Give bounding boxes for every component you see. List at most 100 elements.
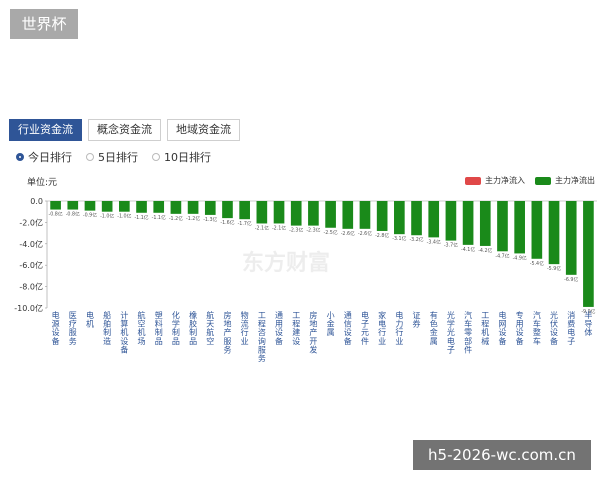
legend-outflow-swatch xyxy=(535,176,551,185)
x-tick-label: 有色金属 xyxy=(430,310,438,346)
legend-inflow-label: 主力净流入 xyxy=(485,176,525,185)
bar-value-label: -1.0亿 xyxy=(100,213,114,220)
x-tick-label: 橡胶制品 xyxy=(189,310,197,346)
bar xyxy=(290,201,302,226)
radio-5day-label: 5日排行 xyxy=(98,151,138,164)
tab-industry-flow[interactable]: 行业资金流 xyxy=(9,119,82,141)
bar-value-label: -5.4亿 xyxy=(530,260,544,267)
x-tick-label: 家电行业 xyxy=(378,310,386,346)
x-tick-label: 电力行业 xyxy=(395,310,403,346)
bar-value-label: -2.8亿 xyxy=(375,232,389,239)
chart-legend: 主力净流入 主力净流出 xyxy=(465,175,595,186)
app-title: 世界杯 xyxy=(10,9,78,39)
x-tick-label: 船舶制造 xyxy=(103,310,111,346)
x-tick-label: 房地产服务 xyxy=(223,310,231,354)
bar xyxy=(497,201,508,252)
bar xyxy=(273,201,285,224)
bar-value-label: -9.9亿 xyxy=(581,308,595,315)
x-tick-label: 电源设备 xyxy=(52,310,60,346)
bar-value-label: -1.2亿 xyxy=(186,215,200,222)
bar xyxy=(342,201,354,229)
bar xyxy=(583,201,594,307)
x-tick-label: 光学光电子 xyxy=(447,310,455,354)
bar xyxy=(136,201,147,213)
bar-value-label: -4.7亿 xyxy=(495,252,509,259)
radio-5day[interactable]: 5日排行 xyxy=(86,149,138,165)
bar xyxy=(187,201,199,214)
y-tick-label: -8.0亿 xyxy=(19,282,43,292)
bar xyxy=(445,201,457,241)
x-tick-label: 汽车零部件 xyxy=(464,310,472,354)
bar-value-label: -4.9亿 xyxy=(513,254,527,261)
radio-unselected-icon xyxy=(152,153,160,161)
bar-value-label: -1.6亿 xyxy=(220,219,234,226)
x-tick-label: 半导体 xyxy=(584,310,592,337)
bar-value-label: -3.2亿 xyxy=(409,236,423,243)
bar xyxy=(411,201,422,236)
bar xyxy=(239,201,250,220)
legend-inflow[interactable]: 主力净流入 xyxy=(465,175,525,186)
legend-inflow-swatch xyxy=(465,176,481,185)
y-tick-label: -4.0亿 xyxy=(19,239,43,249)
legend-outflow[interactable]: 主力净流出 xyxy=(535,175,595,186)
bar-value-label: -2.6亿 xyxy=(358,230,372,237)
x-tick-label: 工程咨询服务 xyxy=(258,311,266,363)
x-tick-label: 汽车整车 xyxy=(533,310,541,346)
bar xyxy=(119,201,130,212)
radio-10day-label: 10日排行 xyxy=(164,151,211,164)
x-tick-label: 工程建设 xyxy=(292,311,300,346)
flow-tabs: 行业资金流 概念资金流 地域资金流 xyxy=(9,119,240,141)
unit-label: 单位:元 xyxy=(27,178,58,188)
bar-value-label: -2.3亿 xyxy=(306,227,320,234)
bar-value-label: -3.1亿 xyxy=(392,235,406,242)
y-tick-label: 0.0 xyxy=(30,197,43,206)
bar xyxy=(222,201,233,219)
x-tick-label: 电机 xyxy=(86,310,94,329)
legend-outflow-label: 主力净流出 xyxy=(555,176,595,185)
bar xyxy=(565,201,577,275)
bar xyxy=(479,201,491,246)
x-tick-label: 医疗服务 xyxy=(69,311,77,346)
bar-value-label: -1.3亿 xyxy=(203,216,217,223)
bar xyxy=(394,201,405,235)
bar-value-label: -4.2亿 xyxy=(478,247,492,254)
x-tick-label: 电网设备 xyxy=(498,310,506,346)
radio-unselected-icon xyxy=(86,153,94,161)
x-tick-label: 航天航空 xyxy=(206,310,214,346)
bar xyxy=(153,201,165,213)
x-tick-label: 物流行业 xyxy=(241,310,249,346)
bar xyxy=(308,201,319,226)
bar-value-label: -2.3亿 xyxy=(289,227,303,234)
bar-value-label: -2.1亿 xyxy=(272,224,286,231)
bar-value-label: -2.5亿 xyxy=(324,229,338,236)
bar xyxy=(170,201,182,214)
x-tick-label: 塑料制品 xyxy=(155,311,163,346)
bar xyxy=(84,201,96,211)
y-tick-label: -10.0亿 xyxy=(14,303,43,313)
x-tick-label: 小金属 xyxy=(327,311,335,337)
bar xyxy=(462,201,474,245)
radio-selected-icon xyxy=(16,153,24,161)
radio-today[interactable]: 今日排行 xyxy=(16,149,72,165)
radio-today-label: 今日排行 xyxy=(28,151,72,164)
bar-value-label: -0.8亿 xyxy=(49,211,63,218)
bar xyxy=(204,201,216,215)
radio-10day[interactable]: 10日排行 xyxy=(152,149,211,165)
bar xyxy=(50,201,61,210)
bar xyxy=(531,201,543,259)
tab-concept-flow[interactable]: 概念资金流 xyxy=(88,119,161,141)
bar xyxy=(256,201,268,224)
bar-value-label: -4.1亿 xyxy=(461,246,475,253)
bar-value-label: -3.7亿 xyxy=(444,242,458,249)
x-tick-label: 专用设备 xyxy=(516,310,524,346)
bar-value-label: -1.0亿 xyxy=(117,213,131,220)
bar-value-label: -2.1亿 xyxy=(255,224,269,231)
x-tick-label: 化学制品 xyxy=(172,310,180,346)
bar-value-label: -1.1亿 xyxy=(152,214,166,221)
bar xyxy=(428,201,440,238)
site-url-badge: h5-2026-wc.com.cn xyxy=(413,440,591,470)
tab-region-flow[interactable]: 地域资金流 xyxy=(167,119,240,141)
x-tick-label: 通信设备 xyxy=(344,310,352,346)
x-tick-label: 电子元件 xyxy=(361,310,369,346)
